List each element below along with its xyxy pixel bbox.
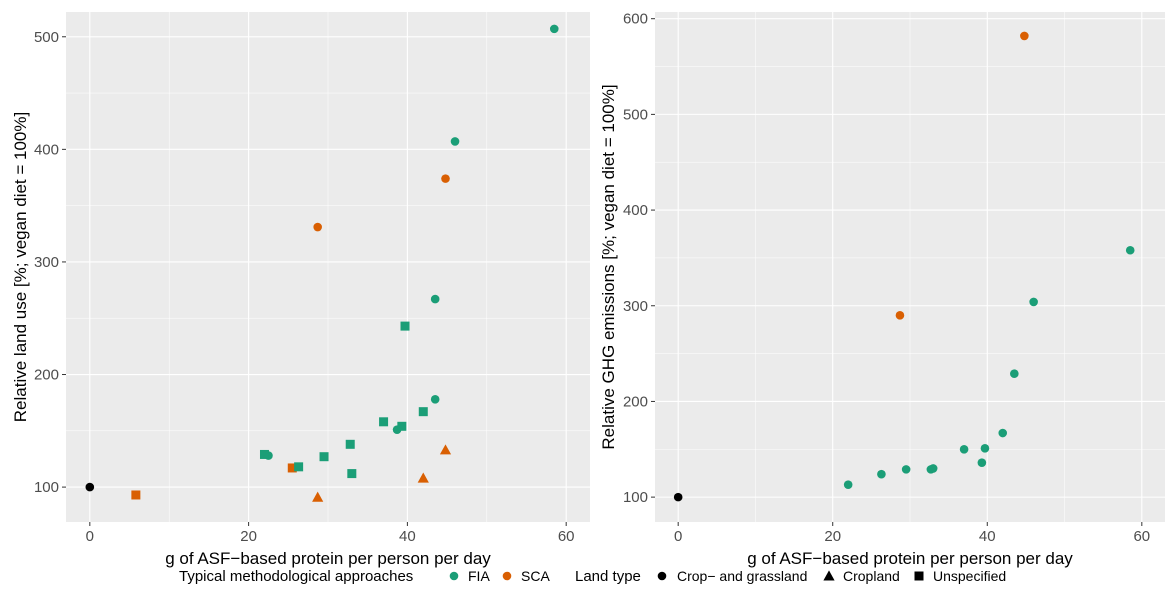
data-point [673,492,683,502]
legend-swatch-fia [449,571,459,581]
legend: Typical methodological approaches FIA SCA L… [179,568,1006,585]
ghg-panel: 0 20 40 60 100 200 300 400 500 600 g of ASF−based … [599,11,1165,568]
x-tick-label: 20 [240,528,257,545]
x-tick-label: 60 [558,528,575,545]
data-point [1010,369,1019,378]
land-use-panel: 0 20 40 60 100 200 300 400 500 g of ASF−based pro… [11,12,590,568]
y-tick-label: 600 [623,11,648,28]
legend-swatch-unspecified [914,571,924,581]
data-point [379,417,389,427]
data-point [959,444,969,454]
data-point [294,462,304,472]
data-point [977,458,987,467]
y-tick-label: 300 [623,298,648,315]
y-tick-label: 400 [623,202,648,219]
legend-swatch-crop-grass [657,571,667,581]
data-point [417,472,429,483]
data-point [549,24,559,34]
y-tick-label: 100 [34,479,59,496]
x-axis-title: g of ASF−based protein per person per da… [165,549,491,568]
legend-label-crop-grass: Crop− and grassland [677,568,807,584]
data-point [418,407,428,417]
data-point [430,294,440,304]
legend-label-unspecified: Unspecified [933,568,1006,584]
x-tick-label: 40 [399,528,416,545]
legend-land-title: Land type [575,568,641,585]
data-point [901,465,911,474]
x-tick-label: 60 [1133,528,1150,545]
data-point [895,311,905,320]
data-point [877,469,886,479]
legend-swatch-cropland [823,570,835,581]
legend-label-sca: SCA [521,568,550,584]
data-point [319,452,329,462]
legend-approach-title: Typical methodological approaches [179,568,413,585]
y-tick-label: 500 [34,29,59,46]
y-tick-label: 200 [34,367,59,384]
data-point [928,464,938,473]
y-axis-title: Relative land use [%; vegan diet = 100%] [11,112,30,422]
y-axis-title: Relative GHG emissions [%; vegan diet = … [599,84,618,449]
legend-label-cropland: Cropland [843,568,900,584]
y-tick-label: 500 [623,106,648,123]
x-tick-label: 40 [979,528,996,545]
x-axis-title: g of ASF−based protein per person per da… [747,549,1073,568]
legend-swatch-sca [502,571,512,581]
data-point [400,321,410,331]
x-tick-label: 0 [674,528,682,545]
data-point [430,394,440,404]
data-point [259,449,269,459]
data-point [980,444,990,453]
data-point [1029,297,1038,307]
data-point [312,491,324,502]
y-tick-label: 400 [34,141,59,158]
y-tick-label: 300 [34,254,59,271]
y-tick-label: 200 [623,393,648,410]
data-point [441,174,450,183]
data-point [85,482,95,492]
x-tick-label: 20 [824,528,841,545]
legend-label-fia: FIA [468,568,490,584]
data-point [313,222,322,232]
data-point [450,137,460,146]
x-tick-label: 0 [86,528,94,545]
data-point [843,480,853,489]
data-point [345,439,355,449]
data-point [998,428,1008,438]
data-point [1125,245,1135,255]
data-point [347,469,357,479]
data-point [397,421,407,431]
data-point [439,444,452,455]
data-point [131,490,141,500]
data-point [1020,31,1029,41]
data-point [287,463,297,473]
y-tick-label: 100 [623,489,648,506]
